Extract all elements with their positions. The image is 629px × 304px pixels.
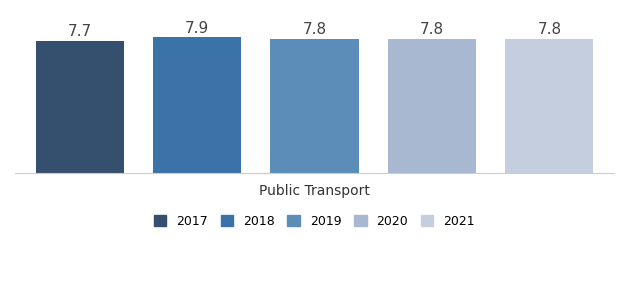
Text: 7.8: 7.8 bbox=[420, 22, 444, 37]
Text: 7.8: 7.8 bbox=[303, 22, 326, 37]
Bar bbox=[270, 39, 359, 173]
Bar bbox=[36, 41, 124, 173]
Bar bbox=[388, 39, 476, 173]
X-axis label: Public Transport: Public Transport bbox=[259, 184, 370, 198]
Bar bbox=[505, 39, 593, 173]
Text: 7.8: 7.8 bbox=[537, 22, 562, 37]
Text: 7.9: 7.9 bbox=[185, 21, 209, 36]
Bar bbox=[153, 37, 241, 173]
Legend: 2017, 2018, 2019, 2020, 2021: 2017, 2018, 2019, 2020, 2021 bbox=[149, 209, 480, 233]
Text: 7.7: 7.7 bbox=[67, 24, 92, 39]
